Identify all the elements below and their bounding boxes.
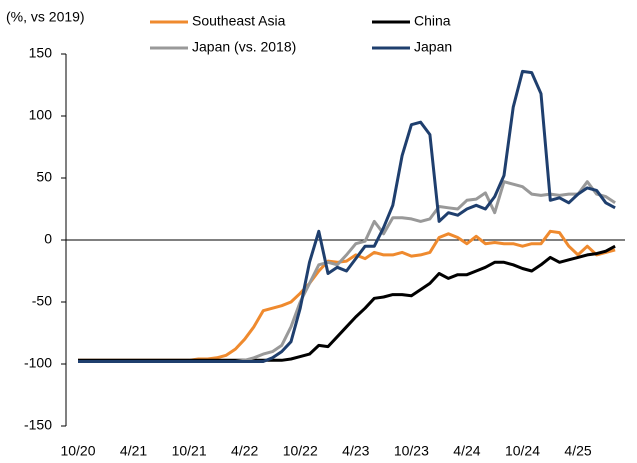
y-tick-label: 0 xyxy=(44,231,52,247)
x-tick-label: 4/24 xyxy=(453,443,480,459)
y-tick-label: -150 xyxy=(24,417,52,433)
series-line xyxy=(78,244,616,362)
y-tick-label: -100 xyxy=(24,355,52,371)
legend-label: Japan xyxy=(414,39,452,55)
x-tick-label: 10/21 xyxy=(172,443,207,459)
y-axis-label: (%, vs 2019) xyxy=(6,9,85,25)
legend-label: Southeast Asia xyxy=(192,13,286,29)
series-line xyxy=(78,229,616,362)
y-tick-label: 100 xyxy=(29,107,53,123)
x-tick-label: 4/25 xyxy=(564,443,591,459)
series-line xyxy=(78,69,616,363)
x-tick-label: 10/23 xyxy=(394,443,429,459)
x-tick-label: 4/22 xyxy=(231,443,258,459)
legend-label: China xyxy=(414,13,451,29)
x-tick-label: 10/24 xyxy=(505,443,540,459)
x-tick-label: 4/23 xyxy=(342,443,369,459)
x-tick-label: 10/20 xyxy=(60,443,95,459)
y-tick-label: 150 xyxy=(29,45,53,61)
x-tick-label: 4/21 xyxy=(120,443,147,459)
legend-label: Japan (vs. 2018) xyxy=(192,39,296,55)
y-tick-label: -50 xyxy=(32,293,52,309)
x-tick-label: 10/22 xyxy=(283,443,318,459)
y-tick-label: 50 xyxy=(36,169,52,185)
